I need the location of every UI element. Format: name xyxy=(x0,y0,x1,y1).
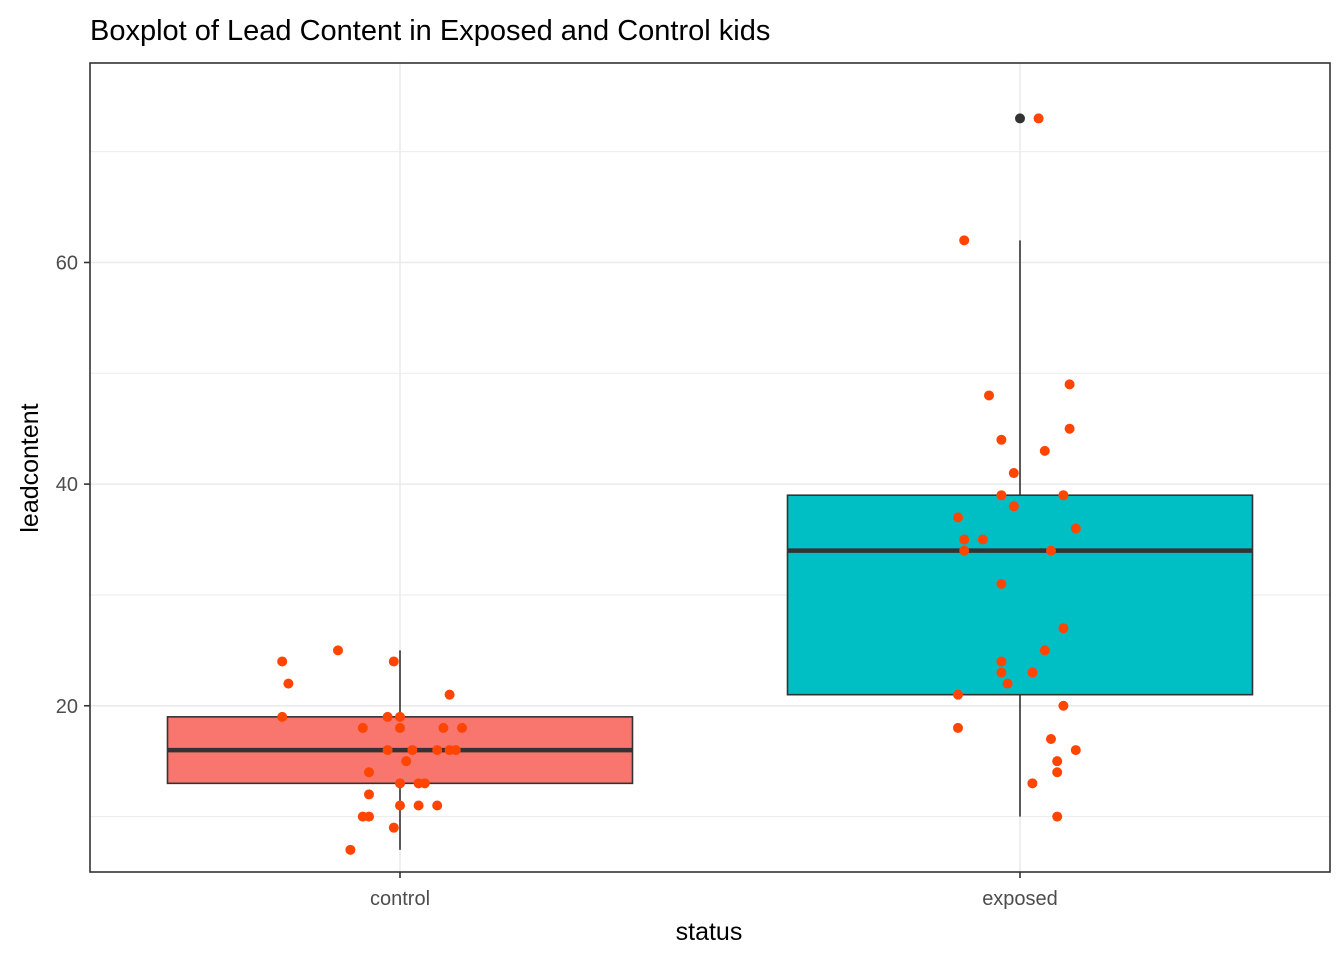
data-point xyxy=(984,390,994,401)
data-point xyxy=(444,689,455,700)
data-point xyxy=(1058,700,1069,711)
data-point xyxy=(457,722,467,733)
data-point xyxy=(1039,645,1050,656)
data-point xyxy=(1070,523,1081,534)
data-point xyxy=(277,656,288,667)
data-point xyxy=(1064,423,1075,434)
y-tick-label: 20 xyxy=(56,696,78,718)
data-point xyxy=(977,534,988,545)
data-point xyxy=(1052,767,1063,778)
y-tick-label: 40 xyxy=(56,474,78,496)
panel-border xyxy=(89,62,1331,873)
data-point xyxy=(1039,445,1050,456)
data-point xyxy=(959,534,970,545)
outlier-point xyxy=(1015,113,1025,124)
y-tick-label: 60 xyxy=(56,252,78,274)
data-point xyxy=(953,512,963,523)
data-point xyxy=(996,578,1007,589)
chart-title: Boxplot of Lead Content in Exposed and C… xyxy=(90,15,770,47)
data-point xyxy=(1052,756,1063,767)
data-point xyxy=(438,722,449,733)
data-point xyxy=(1058,490,1069,501)
data-point xyxy=(1046,734,1056,745)
data-point xyxy=(283,678,294,689)
y-axis-label: leadcontent xyxy=(16,403,44,532)
data-point xyxy=(1008,501,1019,512)
data-point xyxy=(364,811,374,822)
data-point xyxy=(388,656,399,667)
data-point xyxy=(996,490,1007,501)
data-point xyxy=(450,745,461,756)
data-point xyxy=(959,235,970,246)
data-point xyxy=(1046,545,1056,556)
data-point xyxy=(996,656,1007,667)
data-point xyxy=(959,545,970,556)
data-point xyxy=(953,722,963,733)
data-point xyxy=(1027,667,1038,678)
plot-area: 20 40 60 control exposed xyxy=(56,62,1331,910)
x-axis-label: status xyxy=(676,918,743,946)
data-point xyxy=(1058,623,1069,634)
data-point xyxy=(1070,745,1081,756)
data-point xyxy=(333,645,343,656)
data-point xyxy=(388,822,399,833)
x-tick-label: control xyxy=(370,888,430,910)
data-point xyxy=(395,711,405,722)
data-point xyxy=(432,800,443,811)
data-point xyxy=(953,689,963,700)
data-point xyxy=(357,722,368,733)
x-tick-label: exposed xyxy=(982,888,1058,910)
data-point xyxy=(413,800,424,811)
data-point xyxy=(345,844,356,855)
data-point xyxy=(1008,468,1019,479)
data-point xyxy=(395,800,405,811)
data-point xyxy=(395,722,405,733)
data-point xyxy=(1027,778,1038,789)
data-point xyxy=(996,667,1007,678)
data-point xyxy=(1064,379,1075,390)
data-point xyxy=(395,778,405,789)
data-point xyxy=(364,789,374,800)
box-exposed xyxy=(786,494,1254,696)
data-point xyxy=(419,778,430,789)
data-point xyxy=(407,745,418,756)
data-point xyxy=(1052,811,1063,822)
data-point xyxy=(382,745,393,756)
data-point xyxy=(432,745,443,756)
data-point xyxy=(277,711,288,722)
data-point xyxy=(364,767,374,778)
data-point xyxy=(401,756,412,767)
data-point xyxy=(1002,678,1013,689)
data-point xyxy=(996,434,1007,445)
data-point xyxy=(382,711,393,722)
data-point xyxy=(1033,113,1044,124)
